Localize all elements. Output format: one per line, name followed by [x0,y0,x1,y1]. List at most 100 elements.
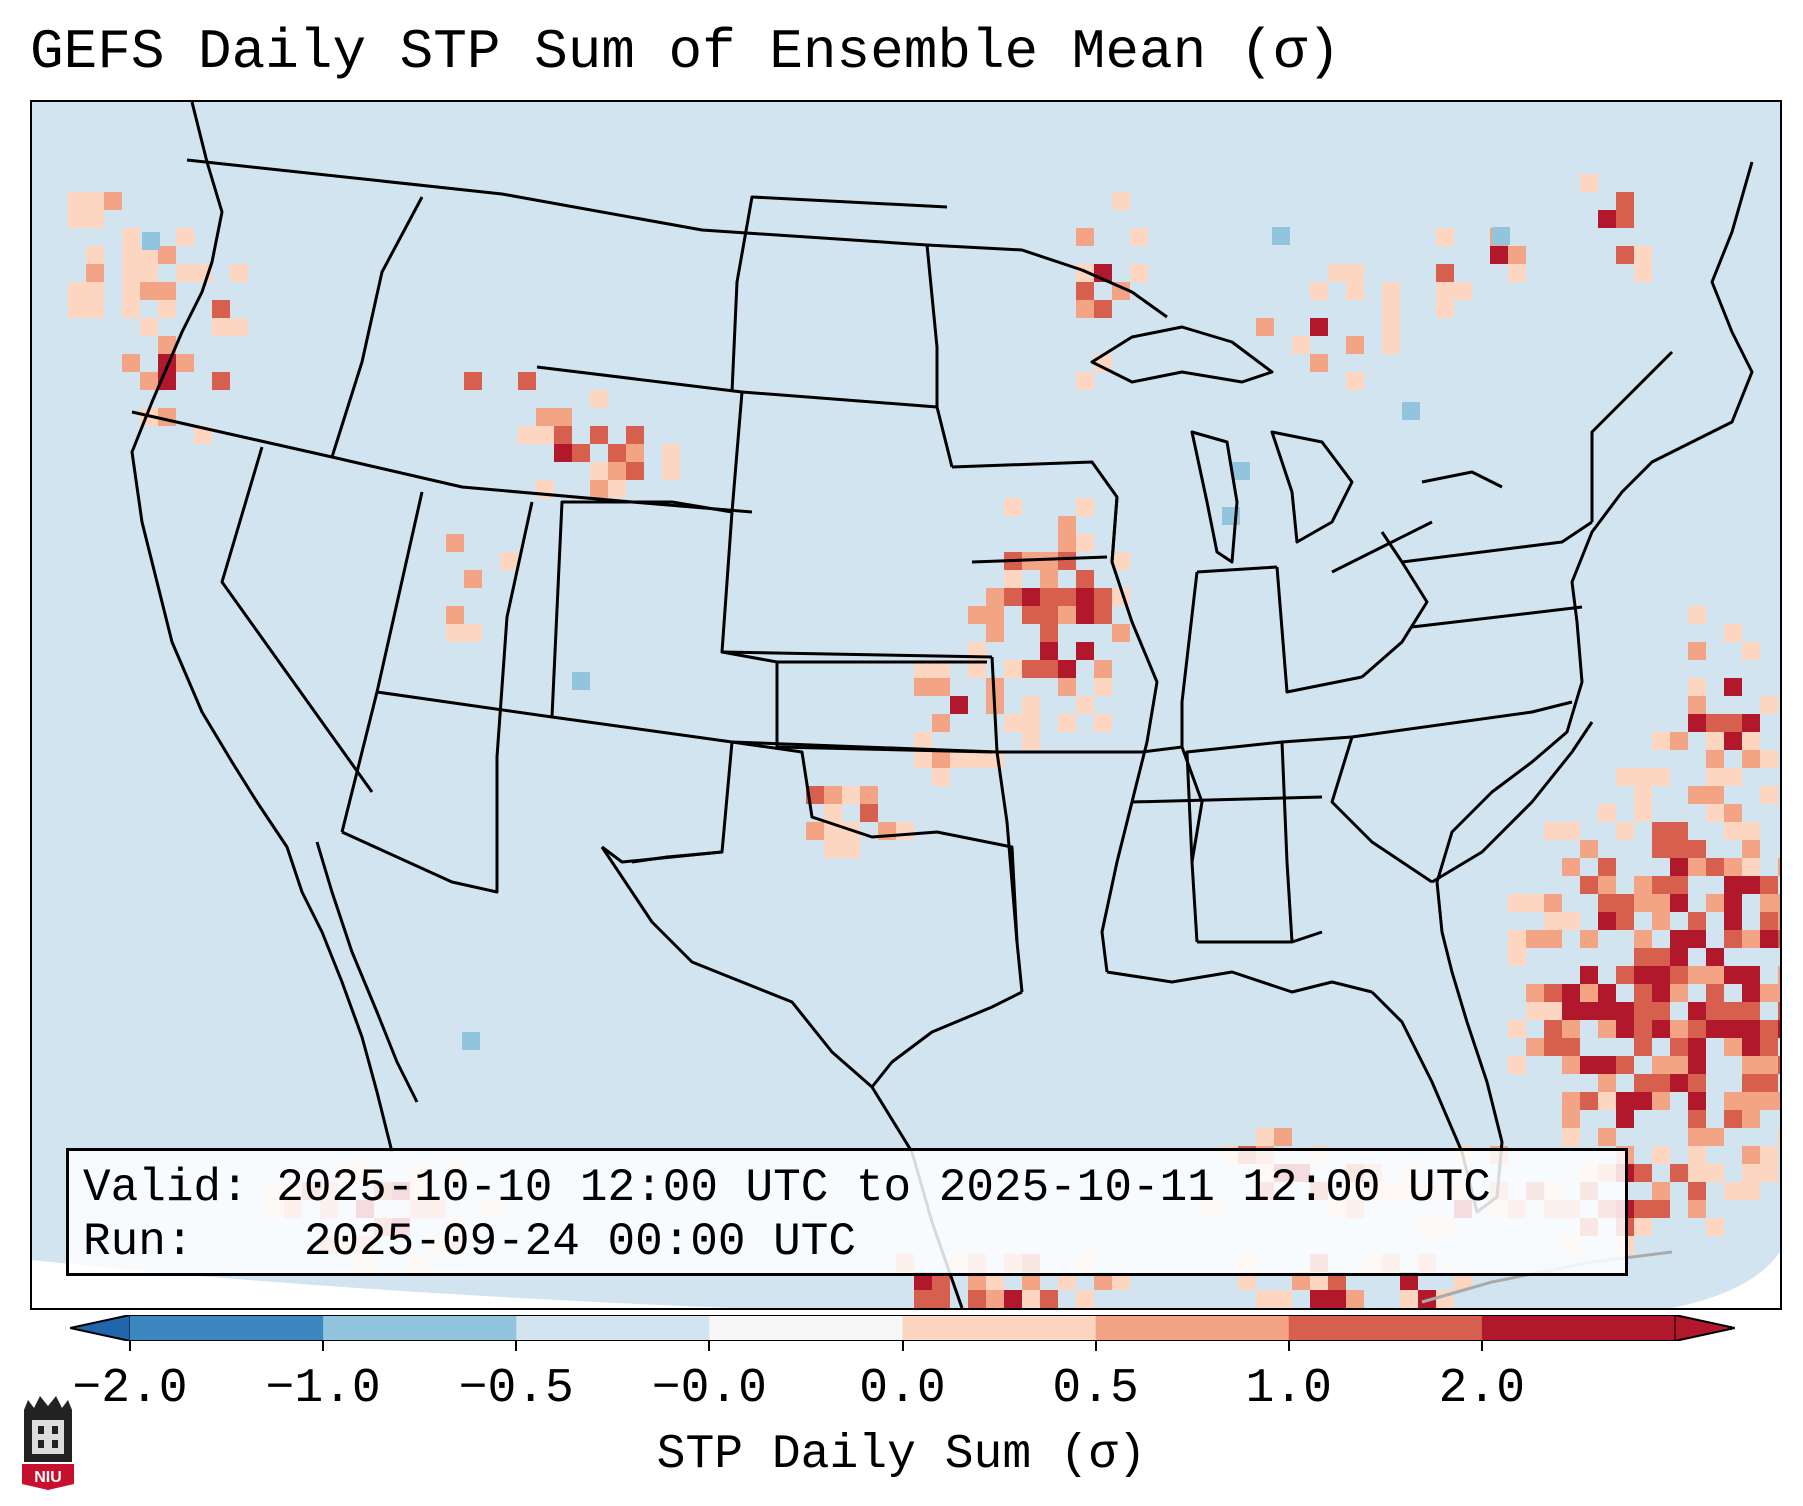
map-panel[interactable] [30,100,1782,1310]
anomaly-cell [1634,246,1652,264]
anomaly-cell [1346,264,1364,282]
anomaly-cell [1688,678,1706,696]
anomaly-cell [1634,786,1652,804]
anomaly-cell [1760,1056,1778,1074]
anomaly-cell [968,1290,986,1308]
anomaly-cell [1724,732,1742,750]
anomaly-cell [1544,1020,1562,1038]
anomaly-cell [1760,1146,1778,1164]
anomaly-cell [1022,714,1040,732]
anomaly-cell [1598,858,1616,876]
anomaly-cell [1562,1128,1580,1146]
anomaly-cell [1526,984,1544,1002]
anomaly-cell [122,300,140,318]
anomaly-cell [1232,462,1250,480]
anomaly-cell [1724,1110,1742,1128]
anomaly-cell [1418,1290,1436,1308]
anomaly-cell [1598,210,1616,228]
anomaly-cell [104,192,122,210]
anomaly-cell [1652,732,1670,750]
anomaly-cell [1688,714,1706,732]
anomaly-cell [1652,840,1670,858]
anomaly-cell [140,282,158,300]
anomaly-cell [1022,1290,1040,1308]
anomaly-cell [968,1272,986,1290]
anomaly-cell [1058,534,1076,552]
anomaly-cell [1040,624,1058,642]
anomaly-cell [1544,894,1562,912]
anomaly-cell [1094,660,1112,678]
anomaly-cell [1706,1002,1724,1020]
run-row: Run: 2025-09-24 00:00 UTC [83,1215,1611,1269]
anomaly-cell [1580,1092,1598,1110]
anomaly-cell [1760,876,1778,894]
anomaly-cell [1670,984,1688,1002]
anomaly-cell [1652,1092,1670,1110]
colorbar-segment [130,1315,324,1341]
run-value: 2025-09-24 00:00 UTC [303,1216,856,1268]
anomaly-cell [842,786,860,804]
anomaly-cell [1508,930,1526,948]
anomaly-cell [1382,318,1400,336]
lake-huron [1270,430,1354,544]
anomaly-cell [1382,300,1400,318]
anomaly-cell [1040,1290,1058,1308]
anomaly-cell [1616,1002,1634,1020]
anomaly-cell [1634,264,1652,282]
anomaly-cell [1022,1272,1040,1290]
anomaly-cell [950,750,968,768]
anomaly-cell [1760,1074,1778,1092]
colorbar-tick-label: −1.0 [265,1362,381,1416]
anomaly-cell [86,264,104,282]
anomaly-cell [1436,228,1454,246]
anomaly-cell [464,372,482,390]
anomaly-cell [1706,1020,1724,1038]
colorbar-over-arrow [1674,1315,1735,1341]
anomaly-cell [1310,1272,1328,1290]
anomaly-cell [176,354,194,372]
anomaly-cell [554,426,572,444]
niu-logo: NIU [22,1396,74,1490]
anomaly-cell [1652,984,1670,1002]
colorbar-tickmark [1287,1341,1290,1351]
anomaly-cell [1688,1002,1706,1020]
anomaly-cell [1670,930,1688,948]
anomaly-cell [1382,336,1400,354]
anomaly-cell [1598,912,1616,930]
anomaly-cell [1652,1200,1670,1218]
anomaly-cell [1058,606,1076,624]
anomaly-cell [1634,966,1652,984]
anomaly-cell [1688,642,1706,660]
anomaly-cell [1670,1074,1688,1092]
anomaly-cell [1094,678,1112,696]
anomaly-cell [1742,1002,1760,1020]
anomaly-cell [1022,696,1040,714]
anomaly-cell [1562,1092,1580,1110]
anomaly-cell [1778,1020,1780,1038]
anomaly-cell [1454,1272,1472,1290]
anomaly-cell [1616,1056,1634,1074]
lake-superior [1090,325,1274,384]
anomaly-cell [1328,1290,1346,1308]
anomaly-cell [1742,1020,1760,1038]
anomaly-cell [1598,804,1616,822]
anomaly-cell [122,354,140,372]
colorbar-segment [1481,1315,1676,1341]
anomaly-cell [824,804,842,822]
anomaly-cell [1598,876,1616,894]
anomaly-cell [1436,282,1454,300]
anomaly-cell [590,462,608,480]
anomaly-cell [1688,858,1706,876]
anomaly-cell [1742,840,1760,858]
anomaly-cell [1688,786,1706,804]
anomaly-cell [1004,1290,1022,1308]
anomaly-cell [1580,984,1598,1002]
anomaly-cell [1652,1020,1670,1038]
anomaly-cell [1310,1290,1328,1308]
valid-time-box: Valid: 2025-10-10 12:00 UTC to 2025-10-1… [66,1148,1628,1276]
anomaly-cell [1598,1128,1616,1146]
anomaly-cell [950,696,968,714]
anomaly-cell [1760,696,1778,714]
anomaly-cell [824,786,842,804]
anomaly-cell [68,282,86,300]
